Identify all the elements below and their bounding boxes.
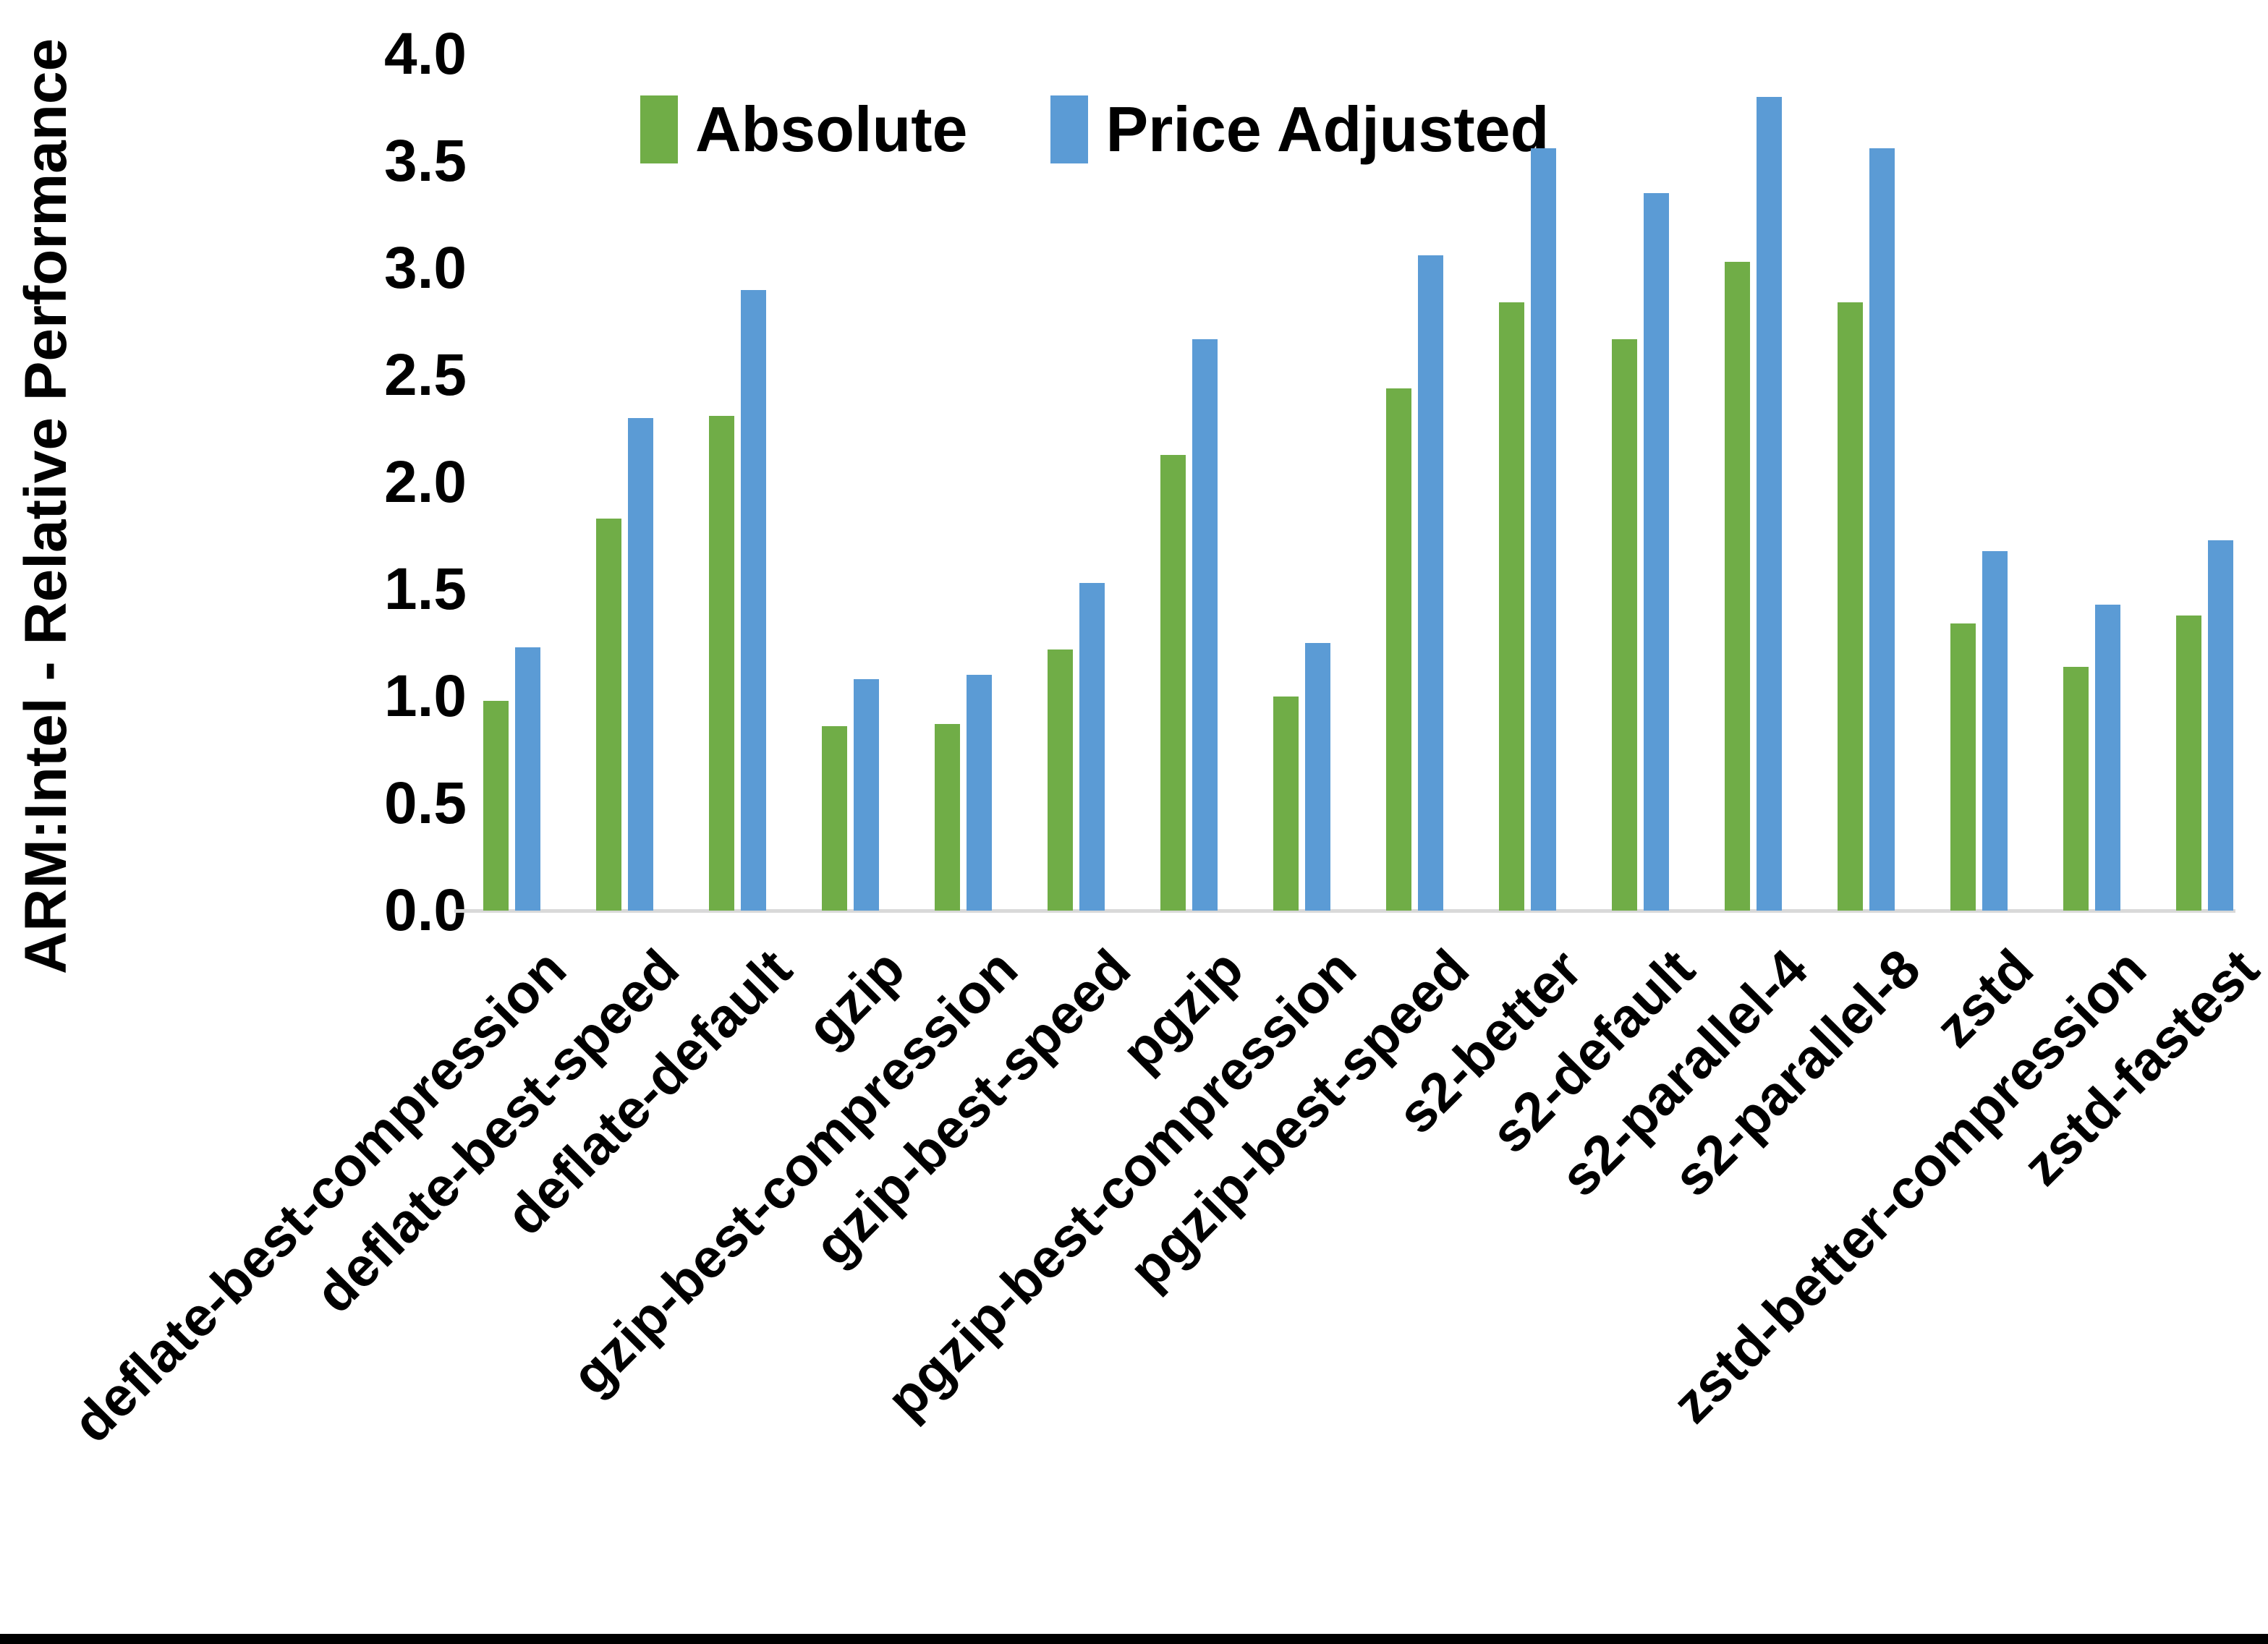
y-tick-label: 1.0 [384, 663, 467, 729]
bar-absolute [822, 726, 847, 911]
y-tick-label: 4.0 [384, 21, 467, 87]
y-tick-label: 0.5 [384, 770, 467, 836]
legend-item-absolute: Absolute [640, 93, 967, 166]
bar-absolute [1838, 302, 1863, 911]
bar-price-adjusted [1982, 551, 2008, 911]
y-tick-label: 2.0 [384, 449, 467, 515]
bar-price-adjusted [741, 290, 766, 911]
window-border-bottom [0, 1634, 2268, 1644]
bar-price-adjusted [1305, 643, 1330, 911]
bar-absolute [596, 519, 621, 911]
bar-price-adjusted [2095, 605, 2120, 911]
bar-price-adjusted [2208, 540, 2233, 911]
bar-price-adjusted [1531, 148, 1556, 911]
bar-absolute [1950, 623, 1976, 911]
y-tick-label: 1.5 [384, 556, 467, 622]
bar-absolute [2176, 616, 2201, 911]
legend-swatch-price-adjusted-icon [1050, 95, 1089, 163]
legend-item-price-adjusted: Price Adjusted [1050, 93, 1549, 166]
bar-absolute [1160, 455, 1186, 911]
bar-absolute [709, 416, 734, 911]
y-tick-label: 2.5 [384, 342, 467, 408]
legend-label-absolute: Absolute [695, 93, 968, 165]
x-axis-line [454, 909, 2235, 913]
bar-absolute [1048, 649, 1073, 911]
bar-absolute [1386, 388, 1411, 911]
bar-price-adjusted [1192, 339, 1218, 911]
y-tick-label: 3.5 [384, 128, 467, 194]
bar-price-adjusted [1869, 148, 1895, 911]
bar-price-adjusted [1418, 255, 1443, 911]
bar-price-adjusted [628, 418, 653, 911]
bar-price-adjusted [1079, 583, 1105, 911]
legend-swatch-absolute-icon [640, 95, 678, 163]
bar-absolute [1725, 262, 1750, 911]
y-tick-label: 0.0 [384, 877, 467, 943]
bar-absolute [1273, 697, 1299, 911]
bar-absolute [483, 701, 509, 911]
bar-absolute [1612, 339, 1637, 911]
y-tick-label: 3.0 [384, 235, 467, 301]
bar-price-adjusted [967, 675, 992, 911]
legend: Absolute Price Adjusted [640, 93, 1549, 166]
bar-price-adjusted [854, 679, 879, 911]
bar-price-adjusted [1644, 193, 1669, 911]
legend-label-price-adjusted: Price Adjusted [1105, 93, 1550, 165]
bar-price-adjusted [1757, 97, 1782, 911]
bar-absolute [935, 724, 960, 911]
bar-price-adjusted [515, 647, 540, 911]
bar-absolute [2063, 667, 2089, 911]
bar-absolute [1499, 302, 1524, 911]
